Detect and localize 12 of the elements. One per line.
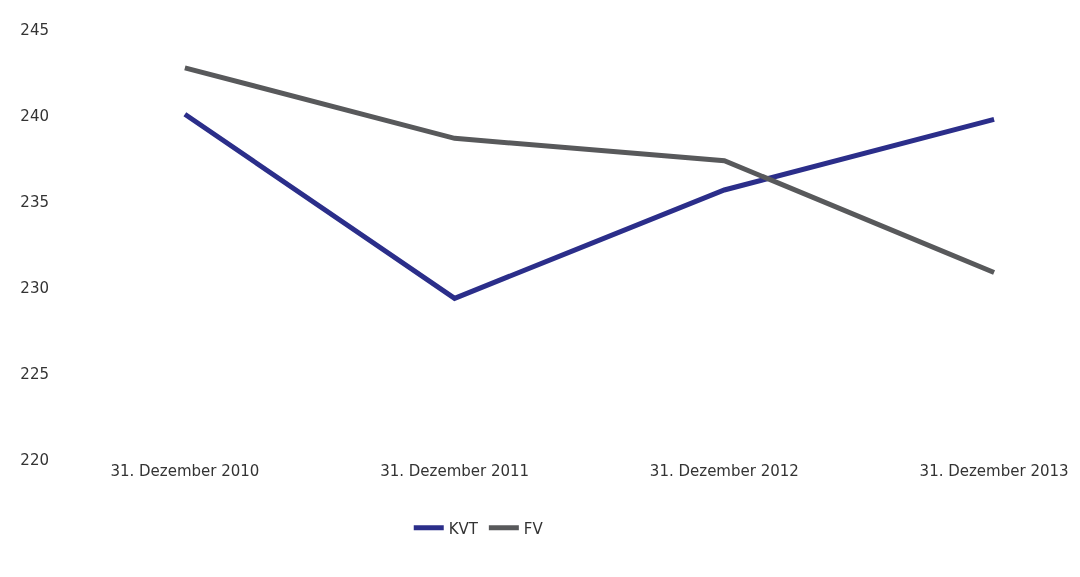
y-tick-label: 245 [20,21,49,40]
x-tick-label: 31. Dezember 2013 [919,462,1069,480]
y-tick-label: 235 [20,193,49,212]
x-tick-label: 31. Dezember 2011 [380,462,530,480]
y-tick-label: 220 [20,451,49,470]
y-tick-label: 240 [20,107,49,126]
legend-label: FV [523,519,544,538]
y-tick-label: 230 [20,279,49,298]
legend-label: KVT [448,519,479,538]
x-tick-label: 31. Dezember 2010 [110,462,260,480]
x-tick-label: 31. Dezember 2012 [649,462,799,480]
y-tick-label: 225 [20,365,49,384]
